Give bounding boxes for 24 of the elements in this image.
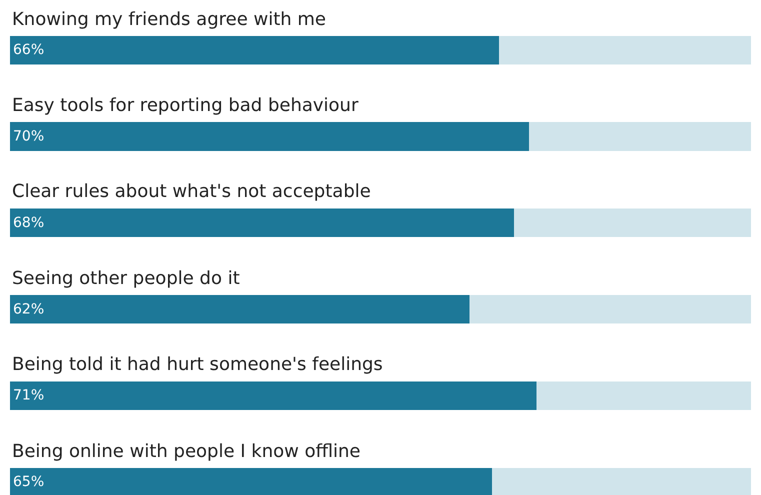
- bar: [10, 208, 514, 238]
- y-tick-label: Being told it had hurt someone's feelings: [12, 354, 383, 375]
- data-label: 62%: [13, 301, 44, 318]
- bar: [10, 381, 536, 410]
- bar: [528, 122, 752, 151]
- y-tick-label: Easy tools for reporting bad behaviour: [12, 95, 359, 116]
- bar: [536, 381, 752, 410]
- data-label: 65%: [13, 474, 44, 490]
- bar: [470, 295, 752, 324]
- bar: [492, 468, 752, 495]
- y-tick-label: Knowing my friends agree with me: [12, 9, 326, 30]
- y-tick-label: Being online with people I know offline: [12, 441, 360, 462]
- data-label: 70%: [13, 128, 44, 144]
- bar: [10, 295, 470, 324]
- bar: [10, 122, 529, 151]
- bar: [499, 36, 752, 64]
- y-tick-label: Seeing other people do it: [12, 268, 240, 289]
- y-tick-label: Clear rules about what's not acceptable: [12, 181, 371, 202]
- bar: [514, 208, 752, 238]
- data-label: 66%: [13, 42, 44, 58]
- data-label: 68%: [13, 214, 44, 231]
- bar: [10, 468, 492, 495]
- bar: [10, 36, 500, 64]
- data-label: 71%: [13, 388, 44, 404]
